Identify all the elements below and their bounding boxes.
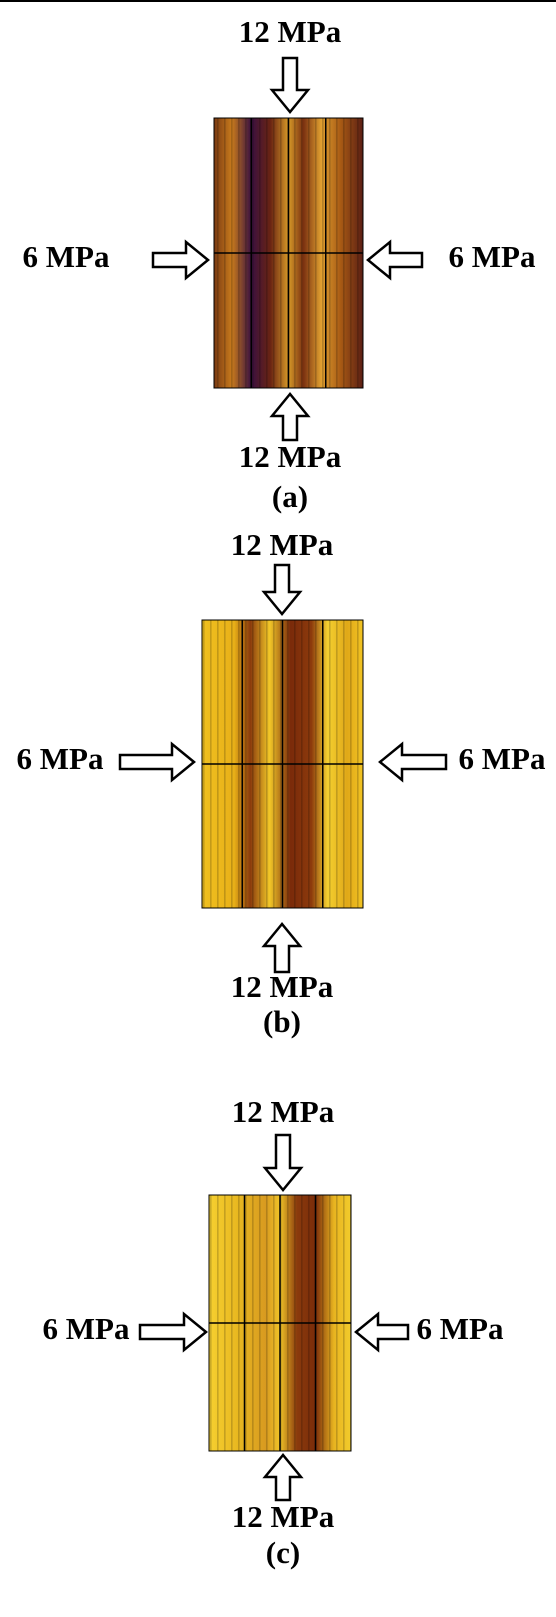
arrow — [272, 394, 308, 440]
right-label: 6 MPa — [449, 239, 536, 274]
bottom-label: 12 MPa — [239, 439, 342, 474]
left-label: 6 MPa — [17, 741, 104, 776]
bottom-label: 12 MPa — [232, 1499, 335, 1534]
arrow — [264, 924, 300, 972]
top-label: 12 MPa — [232, 1094, 335, 1129]
arrow — [368, 242, 422, 278]
caption: (b) — [263, 1004, 301, 1039]
panels: 12 MPa 6 MPa 6 MPa 12 MPa (a) 12 MPa 6 MPa 6 MP… — [17, 14, 546, 1570]
right-label: 6 MPa — [459, 741, 546, 776]
right-label: 6 MPa — [417, 1311, 504, 1346]
top-label: 12 MPa — [231, 527, 334, 562]
arrow — [153, 242, 208, 278]
left-label: 6 MPa — [43, 1311, 130, 1346]
arrow — [265, 1455, 301, 1500]
arrow — [356, 1314, 408, 1350]
arrow — [272, 58, 308, 112]
arrow — [265, 1135, 301, 1190]
arrow — [120, 744, 194, 780]
panel: 12 MPa 6 MPa 6 MPa 12 MPa (a) — [23, 14, 536, 514]
arrow — [264, 565, 300, 614]
arrow — [140, 1314, 206, 1350]
figure: 12 MPa 6 MPa 6 MPa 12 MPa (a) 12 MPa 6 MPa 6 MP… — [0, 0, 556, 1617]
left-label: 6 MPa — [23, 239, 110, 274]
caption: (a) — [272, 479, 308, 514]
arrow — [380, 744, 446, 780]
top-label: 12 MPa — [239, 14, 342, 49]
bottom-label: 12 MPa — [231, 969, 334, 1004]
caption: (c) — [266, 1535, 300, 1570]
